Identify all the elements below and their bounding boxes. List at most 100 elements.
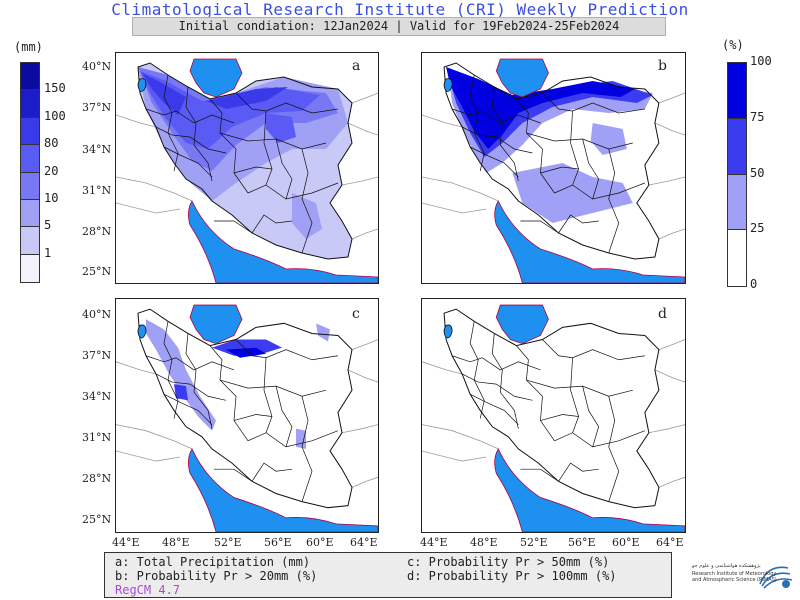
province-border (163, 146, 213, 178)
lon-label-right: 48°E (470, 536, 498, 549)
province-border (185, 86, 213, 182)
neighbor-border (351, 476, 378, 488)
persian-gulf (494, 200, 685, 283)
province-border (470, 393, 519, 425)
lake-urmia (443, 324, 453, 339)
colorbar-tick-label: 75 (750, 109, 765, 124)
province-border (558, 462, 599, 482)
province-border (263, 357, 273, 433)
province-border (520, 468, 559, 482)
colorbar-swatch (21, 254, 39, 282)
lat-label-top: 25°N (82, 265, 112, 278)
lat-label-bottom: 25°N (82, 513, 112, 526)
province-border (491, 86, 519, 182)
province-border (491, 333, 519, 429)
panel-probability-50mm (115, 298, 379, 533)
colorbar-swatch (21, 145, 39, 173)
province-border (163, 74, 179, 172)
province-border (608, 396, 620, 502)
province-border (526, 379, 633, 397)
legend-b: b: Probability Pr > 20mm (%) (115, 569, 318, 583)
precipitation-area (316, 323, 330, 342)
neighbor-border (341, 176, 378, 186)
province-border (452, 108, 541, 124)
province-border (247, 430, 339, 448)
neighbor-border (654, 369, 685, 383)
colorbar-tick-label: 50 (750, 165, 765, 180)
province-border (461, 126, 533, 154)
lat-label-top: 34°N (82, 143, 112, 156)
neighbor-border (116, 450, 181, 462)
province-border (263, 110, 273, 186)
lon-label-left: 64°E (350, 536, 378, 549)
caspian-sea (189, 304, 243, 345)
map-c (116, 304, 378, 532)
province-border (235, 92, 339, 114)
precipitation-area (226, 347, 266, 358)
province-border (540, 414, 579, 421)
province-border (558, 214, 599, 234)
colorbar-tick-label: 80 (44, 136, 59, 151)
province-border (163, 321, 179, 419)
panel-a-label: a (352, 58, 361, 74)
iran-outline (443, 62, 660, 260)
neighbor-border (116, 424, 193, 450)
neighbor-border (422, 176, 499, 202)
province-border (251, 462, 293, 482)
lat-label-top: 31°N (82, 184, 112, 197)
lake-urmia (137, 78, 147, 92)
colorbar-swatch (21, 227, 39, 255)
caspian-sea (495, 58, 549, 98)
province-border (209, 98, 249, 194)
persian-gulf (188, 200, 378, 283)
right-bar-unit: (%) (722, 38, 744, 52)
neighbor-border (116, 176, 193, 202)
colorbar-tick-label: 0 (750, 277, 758, 291)
neighbor-border (648, 424, 685, 434)
lat-label-top: 40°N (82, 60, 112, 73)
precip-colorbar (20, 62, 40, 283)
lat-label-top: 28°N (82, 225, 112, 238)
panel-d-label: d (658, 306, 667, 322)
province-border (233, 414, 273, 421)
precipitation-area (296, 428, 306, 449)
panel-b-label: b (658, 58, 667, 74)
neighbor-border (116, 202, 181, 214)
province-border (582, 386, 600, 448)
colorbar-swatch (728, 118, 746, 175)
province-border (251, 214, 293, 234)
province-border (520, 220, 559, 234)
neighbor-border (341, 424, 378, 434)
lat-label-bottom: 37°N (82, 349, 112, 362)
lon-label-right: 44°E (420, 536, 448, 549)
neighbor-border (351, 228, 378, 240)
lon-label-left: 56°E (264, 536, 292, 549)
iran-outline (137, 308, 353, 509)
province-border (516, 98, 555, 194)
lat-label-bottom: 28°N (82, 472, 112, 485)
legend-c: c: Probability Pr > 50mm (%) (407, 555, 610, 569)
colorbar-swatch (728, 174, 746, 231)
panel-total-precipitation (115, 52, 379, 284)
left-bar-unit: (mm) (14, 40, 43, 54)
province-border (214, 220, 253, 234)
lake-urmia (137, 324, 147, 339)
province-border (570, 110, 579, 186)
province-border (301, 396, 313, 502)
neighbor-border (351, 339, 378, 351)
logo-text-en-1: Research Institute of Meteorology (692, 571, 777, 577)
lon-label-left: 60°E (306, 536, 334, 549)
province-border (145, 108, 235, 124)
province-border (470, 146, 519, 178)
neighbor-border (658, 92, 685, 104)
rimas-logo-icon (759, 566, 793, 589)
neighbor-border (116, 114, 157, 128)
colorbar-tick-label: 100 (750, 54, 772, 68)
caspian-sea (495, 304, 549, 345)
province-border (570, 357, 579, 433)
persian-gulf (494, 448, 685, 532)
precipitation-area (206, 87, 288, 109)
rimas-logo: پژوهشکده هواشناسی و علوم جو Research Ins… (690, 554, 798, 594)
province-border (301, 148, 313, 254)
lat-label-bottom: 31°N (82, 431, 112, 444)
